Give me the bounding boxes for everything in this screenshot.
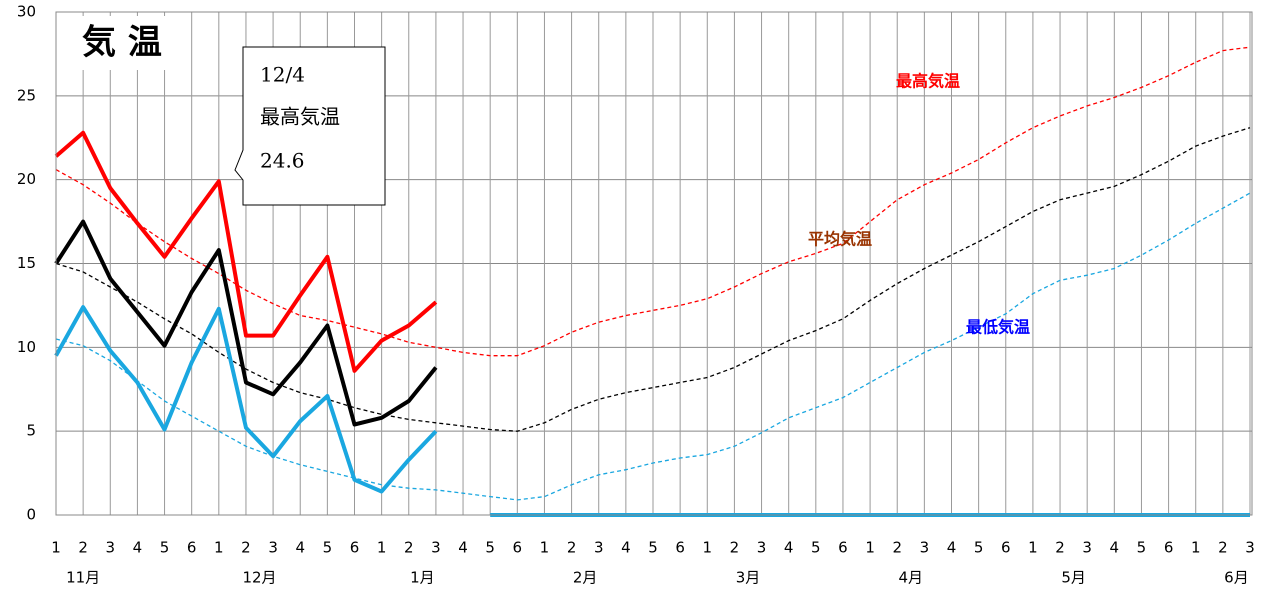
x-tick-label: 2 [78,539,88,557]
x-tick-label: 6 [1001,539,1011,557]
x-tick-label: 1 [702,539,712,557]
x-tick-label: 6 [838,539,848,557]
month-label: 5月 [1061,569,1086,587]
month-label: 1月 [410,569,435,587]
x-tick-label: 2 [730,539,740,557]
month-label: 2月 [573,569,598,587]
x-tick-label: 5 [323,539,333,557]
x-tick-label: 2 [241,539,251,557]
grid [55,11,1252,516]
x-tick-label: 4 [784,539,794,557]
series-annotation: 最低気温 [966,318,1030,337]
x-tick-label: 6 [513,539,523,557]
x-tick-label: 4 [133,539,143,557]
callout-box [234,46,386,206]
x-tick-label: 3 [1245,539,1255,557]
title-bg [72,16,184,70]
x-tick-label: 2 [1055,539,1065,557]
plot-border [55,11,1253,516]
x-tick-label: 3 [105,539,115,557]
observed-line [54,130,438,373]
x-tick-label: 1 [214,539,224,557]
callout-date: 12/4 [260,63,305,87]
x-tick-label: 4 [295,539,305,557]
month-label: 4月 [899,569,924,587]
y-tick-label: 20 [17,170,36,188]
x-tick-label: 4 [458,539,468,557]
x-tick-label: 4 [947,539,957,557]
y-tick-label: 5 [26,422,36,440]
observed-line [54,219,438,427]
x-tick-label: 6 [675,539,685,557]
callout-value: 24.6 [260,149,305,173]
x-tick-label: 1 [1191,539,1201,557]
x-tick-label: 4 [1110,539,1120,557]
x-tick-label: 5 [811,539,821,557]
series-annotation: 平均気温 [808,230,872,249]
x-tick-label: 3 [757,539,767,557]
x-tick-label: 5 [160,539,170,557]
month-label: 12月 [242,569,276,587]
callout-label: 最高気温 [260,105,340,129]
month-label: 6月 [1224,569,1249,587]
x-tick-label: 3 [431,539,441,557]
x-tick-label: 6 [1164,539,1174,557]
x-tick-label: 4 [621,539,631,557]
y-tick-label: 15 [17,254,36,272]
x-tick-label: 3 [268,539,278,557]
y-tick-label: 10 [17,338,36,356]
normal-line [55,46,1251,357]
x-tick-label: 1 [865,539,875,557]
x-tick-label: 3 [1082,539,1092,557]
x-tick-label: 2 [1218,539,1228,557]
x-tick-label: 6 [350,539,360,557]
x-tick-label: 2 [404,539,414,557]
x-tick-label: 6 [187,539,197,557]
y-tick-label: 25 [17,86,36,104]
x-tick-label: 1 [377,539,387,557]
x-tick-label: 1 [540,539,550,557]
month-label: 3月 [736,569,761,587]
x-tick-label: 2 [567,539,577,557]
x-tick-label: 5 [648,539,658,557]
x-tick-label: 3 [920,539,930,557]
y-tick-label: 30 [17,3,36,21]
y-tick-label: 0 [26,506,36,524]
x-tick-label: 5 [485,539,495,557]
x-tick-label: 1 [51,539,61,557]
series-annotation: 最高気温 [896,72,960,91]
x-tick-label: 1 [1028,539,1038,557]
x-tick-label: 3 [594,539,604,557]
x-tick-label: 2 [892,539,902,557]
x-tick-label: 5 [974,539,984,557]
normal-line [55,192,1251,501]
x-tick-label: 5 [1137,539,1147,557]
month-label: 11月 [66,569,100,587]
chart-title: 気 温 [82,23,162,63]
